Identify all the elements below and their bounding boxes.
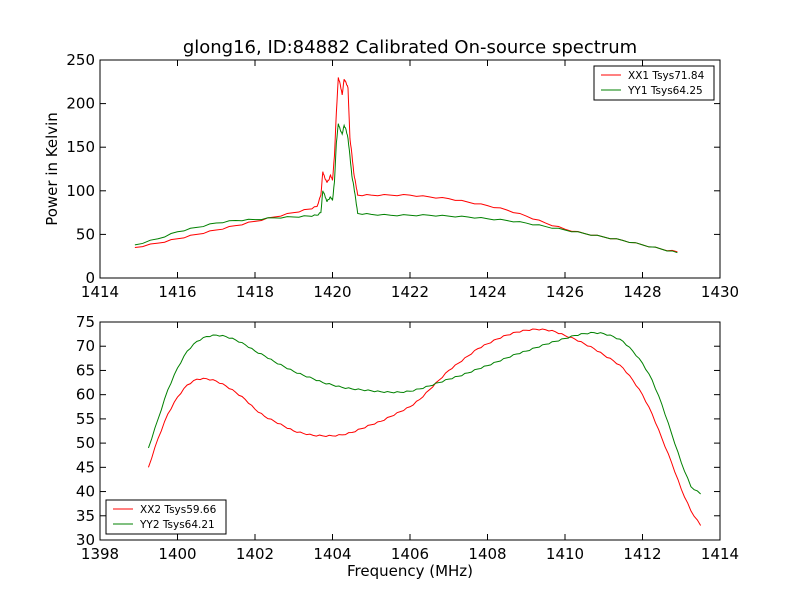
x-tick-label: 1408 [468, 545, 506, 563]
series-line-yy [147, 331, 701, 495]
legend-label: XX2 Tsys59.66 [140, 504, 217, 516]
x-tick-label: 1422 [391, 283, 429, 301]
bottom-plot-panel: 1398 1400 1402 1404 1406 1408 1410 1412 1414 30 35… [76, 313, 739, 563]
y-tick-label: 35 [76, 507, 95, 525]
y-tick-label: 60 [76, 386, 95, 404]
y-tick-label: 65 [76, 361, 95, 379]
series-group [134, 77, 678, 254]
legend-box [105, 499, 227, 535]
y-tick-label: 200 [66, 95, 95, 113]
x-tick-label: 1406 [391, 545, 429, 563]
x-tick-label: 1410 [546, 545, 584, 563]
y-tick-label: 30 [76, 531, 95, 549]
x-tick-label: 1420 [313, 283, 351, 301]
y-tick-label: 70 [76, 337, 95, 355]
y-tick-label: 40 [76, 483, 95, 501]
series-line-xx [147, 328, 702, 526]
x-tick-label: 1430 [701, 283, 739, 301]
legend: XX2 Tsys59.66 YY2 Tsys64.21 [105, 499, 227, 535]
x-tick-label: 1412 [623, 545, 661, 563]
series-group [147, 328, 702, 526]
legend-box [593, 65, 715, 101]
x-axis-label: Frequency (MHz) [347, 562, 473, 580]
y-tick-label: 75 [76, 313, 95, 331]
x-tick-label: 1416 [158, 283, 196, 301]
legend-label: YY2 Tsys64.21 [139, 519, 215, 531]
y-tick-label: 55 [76, 410, 95, 428]
x-tick-label: 1414 [81, 283, 119, 301]
chart-title: glong16, ID:84882 Calibrated On-source s… [183, 37, 637, 58]
x-tick-label: 1428 [623, 283, 661, 301]
legend-label: YY1 Tsys64.25 [627, 85, 703, 97]
x-tick-label: 1404 [313, 545, 351, 563]
y-tick-label: 150 [66, 138, 95, 156]
x-tick-label: 1414 [701, 545, 739, 563]
y-tick-label: 250 [66, 51, 95, 69]
x-tick-label: 1400 [158, 545, 196, 563]
x-tick-label: 1426 [546, 283, 584, 301]
x-tick-label: 1424 [468, 283, 506, 301]
series-line-yy [134, 123, 678, 254]
y-tick-label: 45 [76, 458, 95, 476]
x-tick-label: 1418 [236, 283, 274, 301]
x-tick-label: 1402 [236, 545, 274, 563]
legend-label: XX1 Tsys71.84 [628, 70, 705, 82]
legend: XX1 Tsys71.84 YY1 Tsys64.25 [593, 65, 715, 101]
y-tick-label: 100 [66, 182, 95, 200]
series-line-xx [134, 77, 678, 253]
x-tick-label: 1398 [81, 545, 119, 563]
y-tick-label: 50 [76, 225, 95, 243]
y-tick-label: 50 [76, 434, 95, 452]
y-axis-label: Power in Kelvin [43, 112, 61, 226]
top-plot-panel: 1414 1416 1418 1420 1422 1424 1426 1428 1430 0 50 1… [66, 51, 739, 301]
y-tick-label: 0 [85, 269, 95, 287]
